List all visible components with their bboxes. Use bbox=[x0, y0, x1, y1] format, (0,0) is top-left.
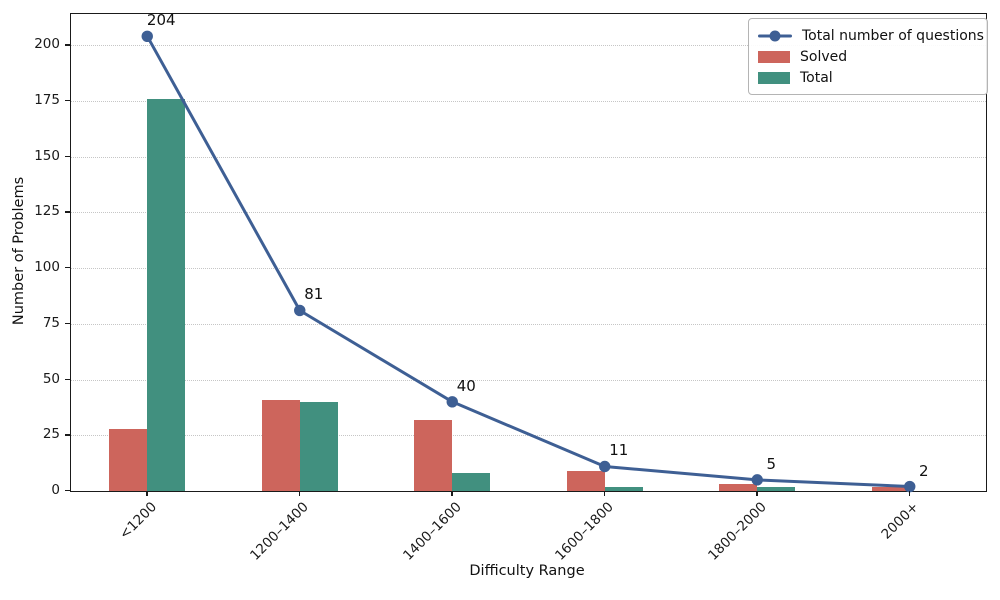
x-tick-label-3: 1600–1800 bbox=[552, 499, 618, 564]
y-tick-mark bbox=[65, 211, 70, 213]
x-tick-label-4: 1800–2000 bbox=[704, 499, 770, 564]
legend-label-total-questions: Total number of questions bbox=[802, 27, 984, 44]
data-label-40: 40 bbox=[456, 376, 476, 395]
legend-line-marker-icon bbox=[758, 29, 792, 43]
y-tick-mark bbox=[65, 99, 70, 102]
legend-swatch-total-icon bbox=[758, 71, 790, 84]
x-tick-mark bbox=[298, 491, 301, 496]
x-tick-label-1: 1200–1400 bbox=[247, 499, 313, 564]
bar-solved-3 bbox=[566, 470, 605, 491]
x-tick-label-0: <1200 bbox=[115, 499, 160, 543]
legend-label-solved: Solved bbox=[800, 48, 848, 65]
gridline-y-100 bbox=[71, 268, 986, 270]
data-label-204: 204 bbox=[146, 11, 176, 30]
data-label-5: 5 bbox=[766, 454, 777, 473]
legend-label-total: Total bbox=[800, 69, 833, 86]
legend-item-solved: Solved bbox=[758, 46, 977, 67]
y-tick-label-50: 50 bbox=[42, 370, 60, 387]
y-tick-mark bbox=[65, 490, 70, 492]
y-tick-label-25: 25 bbox=[42, 426, 60, 443]
line-marker-3 bbox=[599, 460, 611, 473]
legend-item-total: Total bbox=[758, 67, 977, 88]
x-tick-mark bbox=[756, 491, 758, 496]
line-marker-5 bbox=[904, 480, 916, 493]
legend-item-total-questions: Total number of questions bbox=[758, 25, 984, 46]
bar-solved-5 bbox=[871, 486, 910, 491]
line-marker-4 bbox=[751, 474, 763, 486]
y-tick-mark bbox=[65, 434, 70, 436]
gridline-y-150 bbox=[71, 156, 986, 158]
bar-solved-0 bbox=[109, 428, 148, 491]
legend: Total number of questions Solved Total bbox=[748, 18, 988, 95]
y-tick-label-200: 200 bbox=[34, 36, 60, 53]
x-tick-mark bbox=[451, 491, 453, 496]
bar-solved-4 bbox=[719, 484, 758, 491]
line-marker-1 bbox=[294, 304, 306, 317]
x-tick-mark bbox=[146, 491, 148, 496]
gridline-y-75 bbox=[71, 323, 986, 325]
y-tick-mark bbox=[65, 44, 70, 46]
data-label-11: 11 bbox=[609, 441, 629, 460]
line-marker-2 bbox=[446, 396, 458, 408]
bar-solved-2 bbox=[414, 419, 453, 491]
bar-total-4 bbox=[757, 486, 796, 491]
y-tick-mark bbox=[65, 322, 70, 325]
x-tick-label-2: 1400–1600 bbox=[399, 499, 465, 564]
gridline-y-25 bbox=[71, 435, 986, 437]
gridline-y-175 bbox=[71, 100, 986, 102]
y-axis-title: Number of Problems bbox=[11, 176, 27, 326]
x-axis-title: Difficulty Range bbox=[469, 563, 585, 579]
gridline-y-200 bbox=[71, 45, 986, 47]
x-tick-mark bbox=[908, 491, 911, 496]
y-tick-label-75: 75 bbox=[42, 314, 60, 331]
bar-solved-1 bbox=[261, 399, 300, 491]
data-label-81: 81 bbox=[304, 285, 324, 304]
y-tick-label-150: 150 bbox=[34, 147, 60, 164]
line-marker-0 bbox=[141, 30, 153, 42]
bar-total-0 bbox=[147, 98, 186, 491]
y-tick-label-125: 125 bbox=[34, 203, 60, 220]
line-series bbox=[141, 30, 916, 493]
y-tick-label-100: 100 bbox=[34, 259, 60, 276]
plot-area: 204 81 40 11 5 2 bbox=[70, 11, 987, 493]
x-tick-mark bbox=[603, 491, 606, 496]
y-tick-mark bbox=[65, 378, 70, 380]
y-tick-mark bbox=[65, 267, 70, 269]
gridline-y-50 bbox=[71, 379, 986, 381]
bar-total-2 bbox=[452, 473, 491, 491]
y-tick-mark bbox=[65, 155, 70, 158]
legend-swatch-solved-icon bbox=[758, 50, 790, 63]
y-tick-label-0: 0 bbox=[51, 482, 60, 498]
y-tick-label-175: 175 bbox=[34, 91, 60, 108]
data-label-2: 2 bbox=[918, 461, 929, 480]
bar-total-1 bbox=[299, 401, 338, 491]
gridline-y-125 bbox=[71, 212, 986, 214]
bar-total-3 bbox=[604, 486, 643, 491]
x-tick-label-5: 2000+ bbox=[878, 499, 923, 543]
line-total-questions bbox=[145, 34, 912, 488]
